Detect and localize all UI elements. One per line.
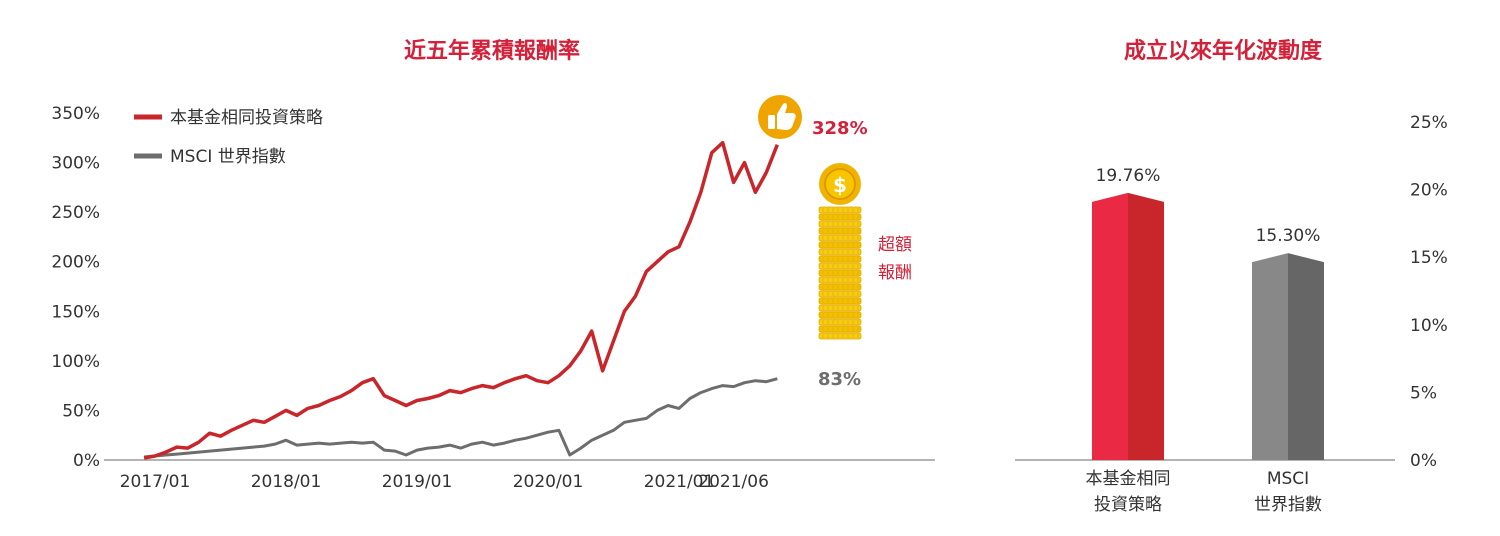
- svg-text:$: $: [833, 173, 847, 197]
- bar-category-label: 世界指數: [1254, 495, 1322, 515]
- y-tick-label: 300%: [51, 154, 100, 174]
- bar-category-label: 本基金相同: [1086, 469, 1171, 489]
- x-tick-label: 2017/01: [120, 472, 191, 492]
- excess-return-label-line1: 超額: [878, 235, 912, 255]
- line-chart-y-axis: 0% 50% 100% 150% 200% 250% 300% 350%: [51, 104, 100, 471]
- bar-msci: [1252, 253, 1324, 460]
- excess-return-label-line2: 報酬: [878, 263, 912, 283]
- y-tick-label: 50%: [62, 401, 100, 421]
- bar-y-tick-label: 5%: [1410, 383, 1437, 403]
- x-tick-label: 2021/06: [698, 472, 769, 492]
- x-tick-label: 2021/01: [644, 472, 715, 492]
- line-chart-title: 近五年累積報酬率: [404, 38, 580, 64]
- line-chart-legend: 本基金相同投資策略 MSCI 世界指數: [134, 108, 323, 167]
- y-tick-label: 250%: [51, 203, 100, 223]
- bar-category-label: MSCI: [1267, 469, 1309, 489]
- thumbs-up-icon: [758, 95, 802, 139]
- msci-end-label: 83%: [818, 369, 861, 390]
- y-tick-label: 100%: [51, 352, 100, 372]
- y-tick-label: 0%: [73, 451, 100, 471]
- legend-label-msci: MSCI 世界指數: [170, 147, 286, 167]
- bar-fund: [1092, 192, 1164, 461]
- y-tick-label: 200%: [51, 253, 100, 273]
- bar-y-tick-label: 0%: [1410, 451, 1437, 471]
- fund-end-label: 328%: [812, 118, 868, 139]
- dollar-coin-icon: $: [819, 163, 861, 205]
- x-tick-label: 2018/01: [251, 472, 322, 492]
- y-tick-label: 150%: [51, 302, 100, 322]
- bar-y-tick-label: 25%: [1410, 113, 1448, 133]
- bar-category-label: 投資策略: [1094, 495, 1162, 515]
- bar-chart-bars: 19.76% 本基金相同投資策略 15.30% MSCI 世界指數: [1086, 166, 1324, 515]
- series-line-fund: [143, 140, 779, 460]
- line-chart-x-axis: 2017/01 2018/01 2019/01 2020/01 2021/012021/…: [120, 472, 769, 492]
- series-line-msci: [143, 377, 778, 459]
- bar-value-label: 19.76%: [1096, 166, 1161, 186]
- bar-chart-y-axis: 0% 5% 10% 15% 20% 25%: [1410, 113, 1448, 471]
- bar-y-tick-label: 10%: [1410, 316, 1448, 336]
- y-tick-label: 350%: [51, 104, 100, 124]
- bar-y-tick-label: 20%: [1410, 181, 1448, 201]
- x-tick-label: 2019/01: [382, 472, 453, 492]
- bar-value-label: 15.30%: [1256, 226, 1321, 246]
- x-tick-label: 2020/01: [513, 472, 584, 492]
- coin-stack-icon: [818, 206, 862, 340]
- bar-y-tick-label: 15%: [1410, 248, 1448, 268]
- bar-chart-title: 成立以來年化波動度: [1124, 38, 1323, 64]
- legend-label-fund: 本基金相同投資策略: [170, 108, 323, 128]
